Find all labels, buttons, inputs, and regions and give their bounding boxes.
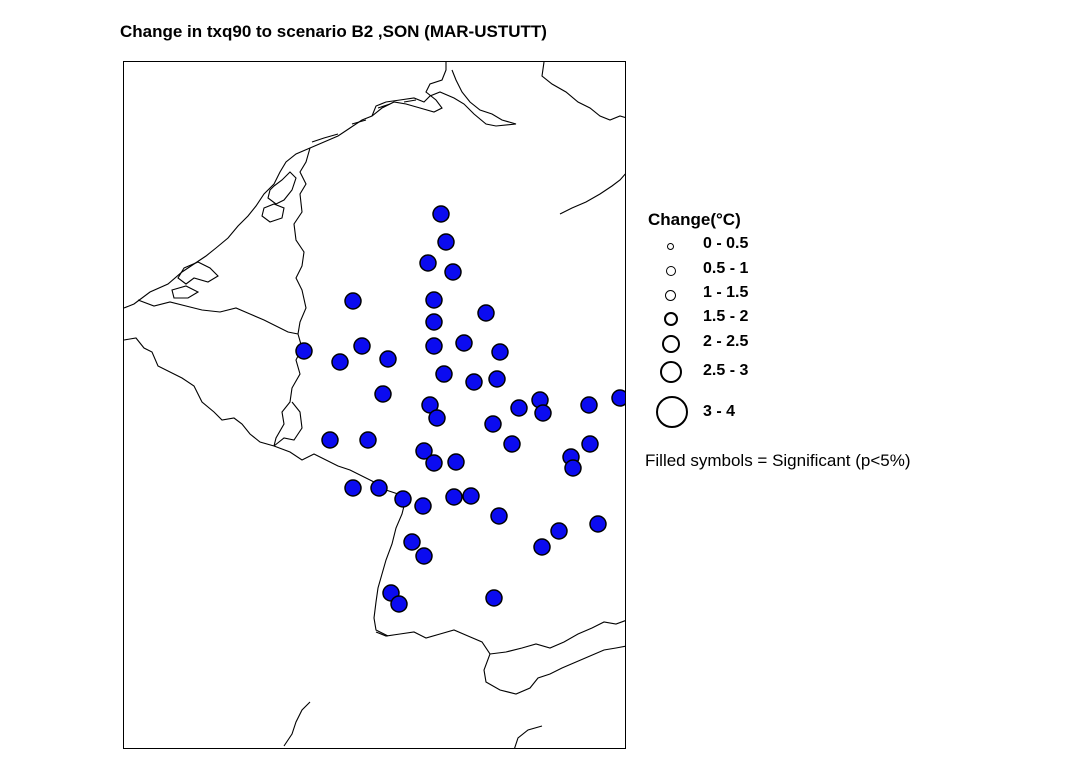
legend-item-label: 2.5 - 3 (703, 362, 749, 379)
station-marker (321, 431, 339, 449)
station-marker (415, 442, 433, 460)
legend-circle-icon (656, 396, 688, 428)
ijsselmeer-inner (261, 203, 285, 223)
border-fr-de (273, 445, 407, 499)
station-marker (580, 396, 598, 414)
station-marker (415, 547, 433, 565)
legend-item-label: 0 - 0.5 (703, 235, 749, 252)
station-marker (462, 487, 480, 505)
map-canvas (124, 62, 625, 748)
legend-item: 3 - 4 (648, 396, 848, 430)
station-marker (437, 233, 455, 251)
station-marker (503, 435, 521, 453)
significance-note: Filled symbols = Significant (p<5%) (645, 451, 911, 470)
station-marker (484, 415, 502, 433)
station-marker (445, 488, 463, 506)
border-at (489, 620, 625, 655)
station-marker (425, 337, 443, 355)
legend-item-label: 3 - 4 (703, 403, 736, 420)
station-marker (589, 515, 607, 533)
station-marker (295, 342, 313, 360)
station-marker (394, 490, 412, 508)
station-marker (533, 538, 551, 556)
border-be-fr (124, 337, 275, 447)
border-be-nl (137, 299, 299, 335)
legend-circle-icon (666, 266, 676, 276)
station-marker (432, 205, 450, 223)
station-marker (534, 404, 552, 422)
station-marker (370, 479, 388, 497)
station-marker (428, 409, 446, 427)
rhine (373, 497, 407, 637)
station-marker (611, 389, 625, 407)
station-marker (485, 589, 503, 607)
ijsselmeer (267, 171, 297, 205)
station-marker (374, 385, 392, 403)
station-marker (447, 453, 465, 471)
border-cz (541, 62, 625, 121)
station-marker (403, 533, 421, 551)
legend-circle-icon (664, 312, 678, 326)
legend-circle-icon (662, 335, 680, 353)
border-lu (273, 401, 303, 447)
station-marker (581, 435, 599, 453)
border-ch (375, 629, 625, 695)
legend-item-label: 1.5 - 2 (703, 308, 749, 325)
station-marker (465, 373, 483, 391)
station-marker (344, 292, 362, 310)
station-marker (425, 291, 443, 309)
legend-item: 0 - 0.5 (648, 234, 848, 258)
station-marker (488, 370, 506, 388)
station-marker (353, 337, 371, 355)
station-marker (435, 365, 453, 383)
station-marker (455, 334, 473, 352)
coast-islands (311, 99, 417, 143)
station-marker (444, 263, 462, 281)
station-marker (414, 497, 432, 515)
legend-item-label: 2 - 2.5 (703, 333, 749, 350)
station-marker (344, 479, 362, 497)
legend-item-label: 0.5 - 1 (703, 260, 749, 277)
station-marker (331, 353, 349, 371)
station-marker (550, 522, 568, 540)
legend-item: 0.5 - 1 (648, 259, 848, 283)
map-frame (123, 61, 626, 749)
legend-item: 1.5 - 2 (648, 308, 848, 332)
map-borders (124, 62, 625, 748)
legend-item-label: 1 - 1.5 (703, 284, 749, 301)
map-title: Change in txq90 to scenario B2 ,SON (MAR… (120, 22, 547, 41)
border-cz-2 (559, 173, 625, 215)
station-marker (390, 595, 408, 613)
station-marker (359, 431, 377, 449)
legend-title: Change(°C) (648, 210, 741, 229)
coastline-west (124, 62, 447, 309)
border-nl-de (293, 147, 311, 335)
station-marker (477, 304, 495, 322)
legend-circle-icon (660, 361, 682, 383)
legend-circle-icon (667, 243, 674, 250)
station-marker (510, 399, 528, 417)
legend-circle-icon (665, 290, 676, 301)
legend-item: 1 - 1.5 (648, 284, 848, 308)
station-marker (379, 350, 397, 368)
station-layer (295, 205, 625, 613)
station-marker (425, 454, 443, 472)
station-marker (490, 507, 508, 525)
delta (177, 261, 219, 285)
border-south-extra (283, 701, 543, 748)
legend-item: 2 - 2.5 (648, 332, 848, 356)
station-marker (564, 459, 582, 477)
station-marker (419, 254, 437, 272)
station-marker (491, 343, 509, 361)
coastline-north (371, 69, 517, 127)
delta-2 (171, 285, 200, 299)
station-marker (425, 313, 443, 331)
legend-item: 2.5 - 3 (648, 360, 848, 384)
